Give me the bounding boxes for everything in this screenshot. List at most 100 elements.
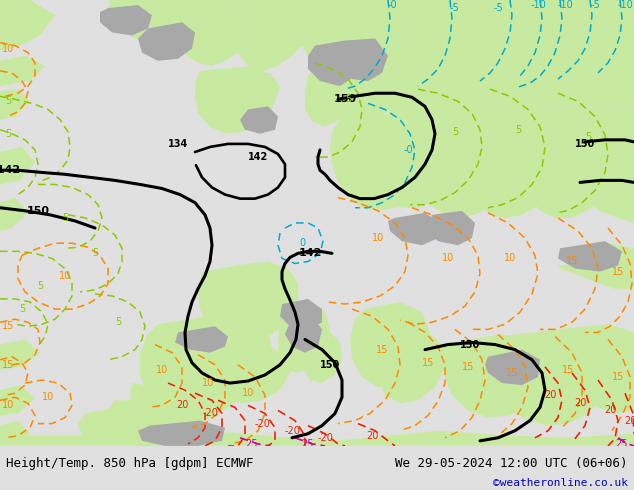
Text: -20: -20: [284, 426, 300, 436]
Polygon shape: [240, 106, 278, 134]
Polygon shape: [388, 213, 440, 245]
Polygon shape: [570, 106, 634, 223]
Text: 5: 5: [37, 281, 43, 291]
Text: 5: 5: [5, 97, 11, 106]
Polygon shape: [138, 22, 195, 61]
Text: -5: -5: [449, 3, 459, 13]
Text: 25: 25: [302, 439, 314, 449]
Polygon shape: [342, 0, 415, 61]
Text: 10: 10: [156, 365, 168, 375]
Polygon shape: [108, 397, 198, 446]
Text: We 29-05-2024 12:00 UTC (06+06): We 29-05-2024 12:00 UTC (06+06): [395, 457, 628, 469]
Polygon shape: [222, 262, 298, 340]
Text: 10: 10: [2, 44, 14, 53]
Text: 150: 150: [460, 340, 480, 349]
Polygon shape: [0, 147, 35, 184]
Text: 25: 25: [246, 439, 258, 449]
Text: 150: 150: [27, 206, 49, 216]
Text: 10: 10: [372, 233, 384, 243]
Text: 20: 20: [176, 400, 188, 410]
Text: -20: -20: [202, 409, 218, 418]
Polygon shape: [130, 380, 228, 426]
Polygon shape: [0, 89, 30, 120]
Text: ─142: ─142: [0, 165, 20, 175]
Text: 20: 20: [624, 416, 634, 425]
Text: -5: -5: [493, 3, 503, 13]
Polygon shape: [350, 302, 430, 387]
Polygon shape: [565, 243, 634, 276]
Polygon shape: [440, 334, 558, 417]
Polygon shape: [208, 344, 290, 403]
Text: Height/Temp. 850 hPa [gdpm] ECMWF: Height/Temp. 850 hPa [gdpm] ECMWF: [6, 457, 254, 469]
Text: ©weatheronline.co.uk: ©weatheronline.co.uk: [493, 478, 628, 488]
Text: 5: 5: [115, 317, 121, 327]
Polygon shape: [340, 59, 382, 127]
Text: 15: 15: [506, 368, 518, 378]
Polygon shape: [342, 0, 634, 114]
Text: 20: 20: [574, 398, 586, 408]
Polygon shape: [100, 5, 152, 35]
Polygon shape: [378, 329, 445, 403]
Text: 10: 10: [202, 378, 214, 388]
Polygon shape: [468, 106, 568, 218]
Polygon shape: [330, 114, 445, 211]
Text: 15: 15: [376, 344, 388, 355]
Polygon shape: [370, 109, 465, 208]
Polygon shape: [358, 59, 400, 120]
Text: 10: 10: [242, 388, 254, 398]
Text: 5: 5: [345, 94, 351, 104]
Polygon shape: [305, 59, 358, 127]
Polygon shape: [558, 262, 634, 289]
Polygon shape: [138, 420, 225, 446]
Text: -0: -0: [403, 145, 413, 155]
Polygon shape: [78, 407, 158, 446]
Text: -20: -20: [254, 418, 270, 429]
Polygon shape: [485, 350, 540, 385]
Polygon shape: [0, 420, 30, 446]
Polygon shape: [558, 241, 622, 271]
Text: 142: 142: [299, 248, 321, 258]
Polygon shape: [108, 0, 192, 43]
Polygon shape: [198, 266, 280, 343]
Polygon shape: [195, 66, 278, 134]
Text: -10: -10: [557, 0, 573, 10]
Polygon shape: [162, 0, 255, 66]
Polygon shape: [555, 324, 634, 414]
Polygon shape: [0, 197, 28, 231]
Polygon shape: [285, 316, 322, 353]
Text: 10: 10: [442, 253, 454, 264]
Polygon shape: [230, 0, 312, 71]
Text: -5: -5: [590, 0, 600, 10]
Polygon shape: [0, 0, 55, 50]
Text: -10: -10: [617, 0, 633, 10]
Text: 10: 10: [2, 400, 14, 410]
Text: 5: 5: [585, 132, 591, 142]
Polygon shape: [278, 302, 330, 373]
Text: 150: 150: [575, 139, 595, 149]
Polygon shape: [302, 329, 342, 383]
Polygon shape: [308, 41, 360, 86]
Polygon shape: [415, 109, 520, 218]
Polygon shape: [0, 431, 634, 446]
Text: 150: 150: [320, 360, 340, 370]
Text: -0: -0: [387, 0, 397, 10]
Polygon shape: [522, 106, 622, 218]
Text: 15: 15: [562, 365, 574, 375]
Polygon shape: [140, 316, 272, 417]
Polygon shape: [220, 81, 248, 106]
Text: 15: 15: [566, 256, 578, 267]
Text: 5: 5: [62, 213, 68, 223]
Polygon shape: [0, 56, 45, 86]
Text: 20: 20: [604, 405, 616, 416]
Text: 20: 20: [366, 431, 378, 441]
Text: 15: 15: [612, 267, 624, 276]
Text: 0: 0: [299, 238, 305, 248]
Text: 15: 15: [2, 360, 14, 370]
Text: 15: 15: [2, 321, 14, 331]
Text: 20: 20: [544, 390, 556, 400]
Text: 142: 142: [248, 152, 268, 162]
Polygon shape: [280, 299, 322, 329]
Text: 10: 10: [42, 392, 54, 402]
Text: 10: 10: [59, 270, 71, 281]
Text: 15: 15: [612, 372, 624, 382]
